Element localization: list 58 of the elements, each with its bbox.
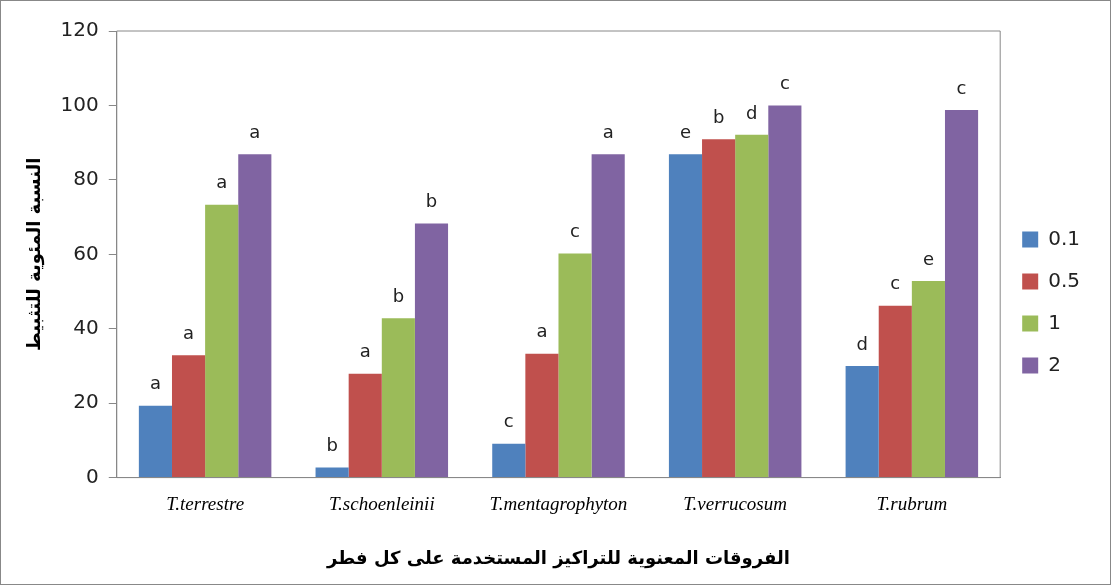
- x-tick-label: T.verrucosum: [683, 493, 787, 514]
- data-label: d: [746, 101, 758, 123]
- bar: [414, 223, 449, 478]
- data-label: b: [425, 190, 438, 212]
- x-tick-label: T.terrestre: [166, 493, 245, 514]
- bar: [591, 154, 625, 478]
- bar: [525, 353, 559, 478]
- data-label: b: [326, 434, 338, 456]
- bar: [735, 134, 769, 478]
- y-tick-label: 120: [60, 17, 99, 42]
- legend-label: 2: [1048, 351, 1061, 376]
- data-label: a: [216, 171, 228, 193]
- legend-label: 0.5: [1048, 267, 1081, 292]
- data-label: d: [856, 332, 868, 354]
- bar: [845, 365, 879, 478]
- bar: [238, 154, 272, 478]
- bar: [911, 281, 945, 478]
- y-tick-label: 100: [60, 91, 99, 116]
- bar: [492, 443, 526, 478]
- bar: [668, 154, 703, 478]
- data-label: e: [922, 247, 934, 269]
- bar: [348, 373, 382, 478]
- data-label: c: [956, 76, 967, 98]
- data-label: c: [503, 410, 514, 432]
- data-label: a: [602, 120, 614, 142]
- data-label: e: [679, 120, 692, 142]
- data-label: b: [712, 105, 725, 127]
- bar: [878, 305, 912, 478]
- bar: [205, 204, 239, 478]
- bar: [558, 253, 592, 478]
- y-axis-title: النسبة المئوية للتثبيط: [23, 157, 46, 352]
- y-tick-label: 60: [73, 240, 99, 265]
- data-label: a: [359, 340, 371, 362]
- data-label: a: [149, 372, 161, 394]
- bar: [138, 405, 172, 478]
- data-label: c: [890, 272, 901, 294]
- bar: [171, 355, 206, 478]
- y-tick-label: 80: [73, 166, 99, 191]
- bar: [768, 105, 802, 478]
- data-label: c: [779, 72, 790, 94]
- data-label: b: [392, 284, 405, 306]
- y-tick-label: 0: [86, 463, 99, 488]
- bar: [702, 139, 736, 478]
- data-label: a: [183, 321, 195, 343]
- data-label: a: [249, 120, 261, 142]
- legend-label: 1: [1048, 309, 1061, 334]
- x-tick-label: T.mentagrophyton: [489, 493, 628, 514]
- x-axis-title: الفروقات المعنوية للتراكيز المستخدمة على كل فطر: [326, 546, 790, 569]
- bar: [315, 467, 349, 478]
- bar: [381, 318, 415, 478]
- bar: [944, 109, 979, 478]
- data-label: a: [536, 320, 548, 342]
- x-tick-label: T.schoenleinii: [328, 493, 435, 514]
- y-tick-label: 40: [73, 314, 99, 339]
- x-tick-label: T.rubrum: [876, 493, 948, 514]
- legend-label: 0.1: [1048, 225, 1081, 250]
- y-tick-label: 20: [73, 389, 99, 414]
- data-label: c: [570, 220, 580, 242]
